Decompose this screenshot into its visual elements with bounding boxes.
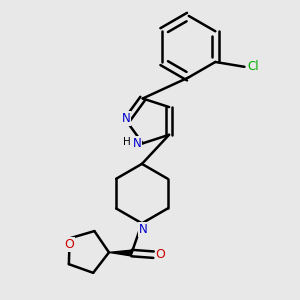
Text: O: O	[64, 238, 74, 251]
Text: N: N	[122, 112, 130, 125]
Text: Cl: Cl	[248, 60, 259, 73]
Text: N: N	[139, 223, 147, 236]
Polygon shape	[109, 250, 132, 256]
Text: H: H	[123, 137, 131, 147]
Text: N: N	[133, 137, 141, 150]
Text: O: O	[156, 248, 166, 261]
